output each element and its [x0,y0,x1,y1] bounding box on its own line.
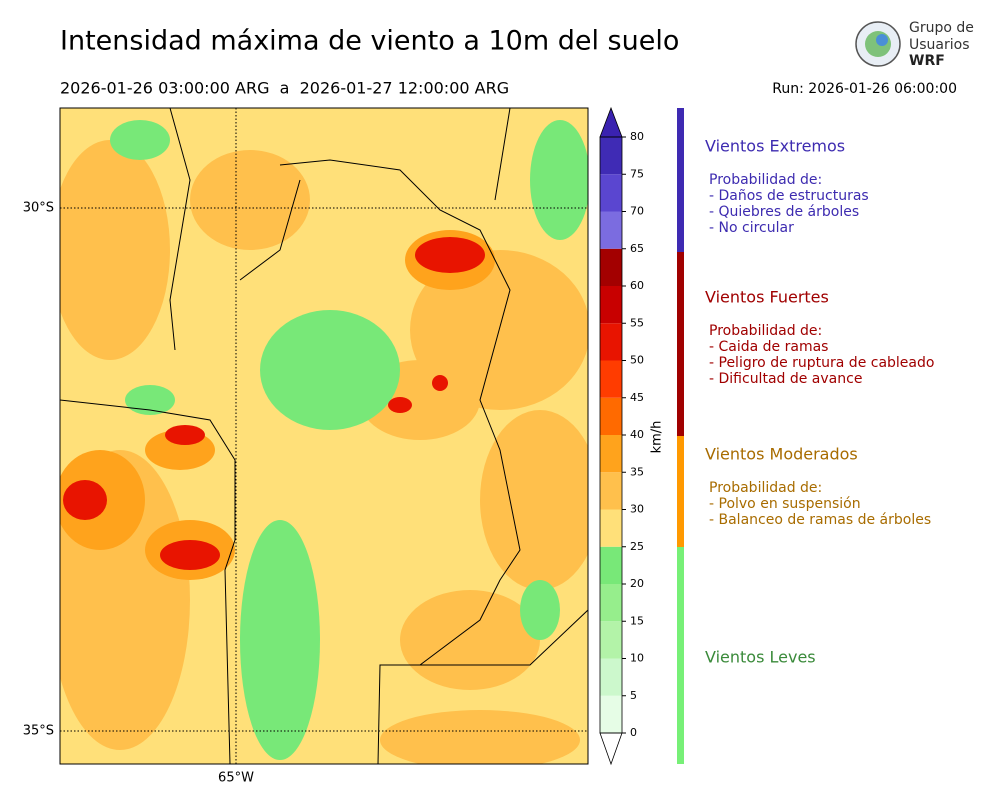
legend-heading: Probabilidad de: [709,323,822,339]
colorbar-tick-label: 60 [630,279,644,292]
legend-item: - Dificultad de avance [709,371,862,387]
logo: Grupo de Usuarios WRF [855,20,974,69]
legend-item: - No circular [709,220,794,236]
colorbar-segment [600,211,622,249]
colorbar-segment [600,248,622,286]
legend-item: - Caida de ramas [709,339,828,355]
colorbar-tick-label: 75 [630,167,644,180]
colorbar-segment [600,323,622,361]
legend-heading: Probabilidad de: [709,480,822,496]
legend-bar [677,547,684,764]
colorbar-extend [599,106,623,138]
colorbar-label: km/h [650,421,665,454]
colorbar-segment [600,286,622,324]
legend-title: Vientos Moderados [705,445,858,464]
legend-item: - Daños de estructuras [709,188,869,204]
colorbar-tick-label: 35 [630,465,644,478]
colorbar-segment [600,695,622,733]
map-frame [59,107,589,765]
legend-bar [677,108,684,252]
legend-bar [677,436,684,547]
colorbar-tick-label: 80 [630,130,644,143]
legend-item: - Quiebres de árboles [709,204,859,220]
colorbar-tick-label: 70 [630,205,644,218]
legend-bar [677,252,684,436]
colorbar-segment [600,174,622,212]
colorbar-tick-label: 50 [630,354,644,367]
colorbar-segment [600,584,622,622]
map [60,108,588,764]
logo-text: Grupo de [909,20,974,36]
legend-item: - Balanceo de ramas de árboles [709,512,931,528]
colorbar-segment [600,360,622,398]
colorbar-tick-label: 5 [630,689,637,702]
colorbar-tick-label: 55 [630,316,644,329]
colorbar-tick-label: 65 [630,242,644,255]
colorbar-segment [600,397,622,435]
logo-text: Usuarios [909,37,970,53]
colorbar-segment [600,509,622,547]
title: Intensidad máxima de viento a 10m del su… [60,26,679,57]
colorbar-extend [599,732,623,766]
colorbar-tick-label: 10 [630,652,644,665]
legend-item: - Polvo en suspensión [709,496,861,512]
legend-heading: Probabilidad de: [709,172,822,188]
logo-text: WRF [909,53,945,69]
colorbar-tick-label: 40 [630,428,644,441]
colorbar-segment [600,546,622,584]
lat-label: 35°S [23,724,54,739]
colorbar-tick-label: 20 [630,577,644,590]
colorbar-segment [600,435,622,473]
colorbar-segment [600,472,622,510]
legend-title: Vientos Extremos [705,137,845,156]
colorbar-tick-label: 30 [630,503,644,516]
colorbar-tick-label: 25 [630,540,644,553]
colorbar-segment [600,658,622,696]
lon-label: 65°W [218,771,254,786]
colorbar-tick-label: 0 [630,726,637,739]
colorbar-segment [600,137,622,175]
lat-label: 30°S [23,201,54,216]
colorbar: 0 5 10 15 20 25 30 35 40 45 50 55 60 65 70 75 80 [599,106,644,766]
colorbar-segment [600,621,622,659]
period: 2026-01-26 03:00:00 ARG a 2026-01-27 12:… [60,79,509,98]
legend-title: Vientos Leves [705,648,816,667]
run: Run: 2026-01-26 06:00:00 [772,81,957,97]
colorbar-tick-label: 15 [630,614,644,627]
colorbar-tick-label: 45 [630,391,644,404]
legend-item: - Peligro de ruptura de cableado [709,355,934,371]
legend-title: Vientos Fuertes [705,288,829,307]
